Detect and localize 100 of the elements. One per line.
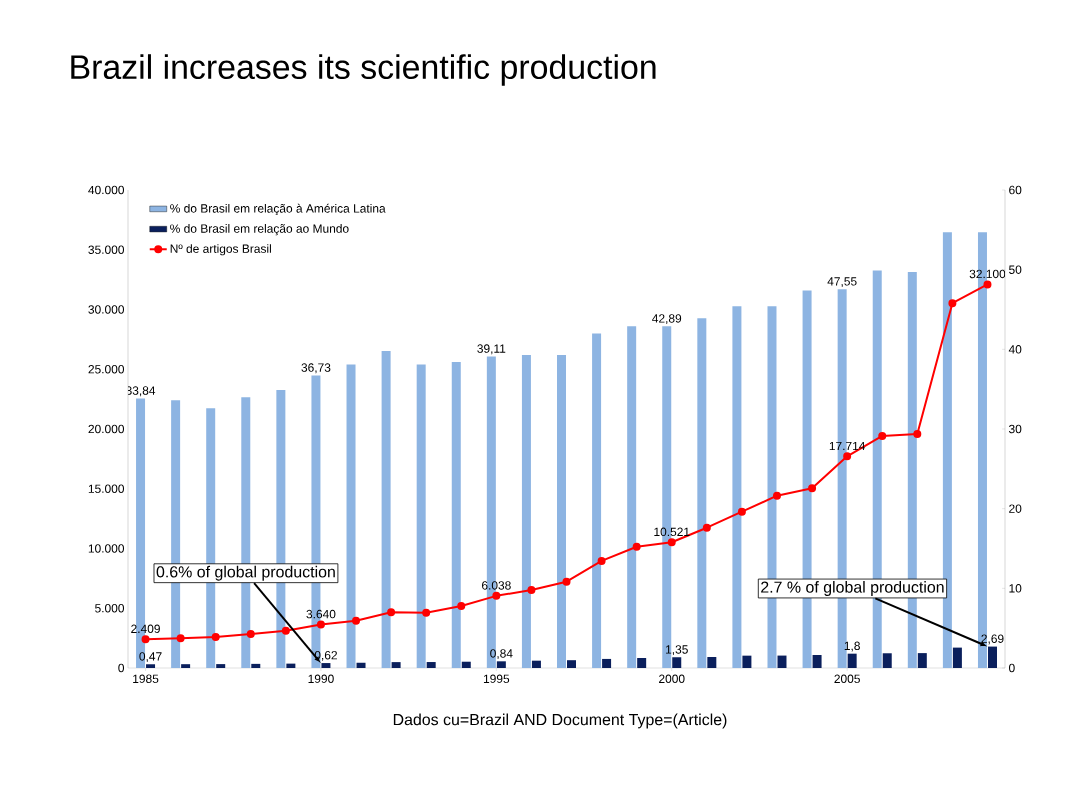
legend-label: % do Brasil em relação ao Mundo <box>170 224 349 236</box>
x-tick-label: 1990 <box>308 674 334 683</box>
legend-label: Nº de artigos Brasil <box>170 244 271 256</box>
y2-tick-label: 30 <box>1008 424 1022 434</box>
point <box>492 591 501 600</box>
point <box>597 556 606 565</box>
bar <box>567 660 577 669</box>
bar <box>521 354 531 669</box>
point <box>352 616 361 625</box>
bar <box>381 350 391 669</box>
bar <box>672 657 682 669</box>
data-label: 10.521 <box>654 527 690 537</box>
bar <box>637 657 647 669</box>
bar <box>732 306 742 669</box>
y2-tick-label: 20 <box>1009 504 1022 513</box>
annotation: 2.7 % of global production <box>761 581 944 596</box>
y-tick-label: 40.000 <box>88 185 125 195</box>
data-label: 2,69 <box>981 634 1004 645</box>
bar <box>707 657 717 669</box>
annotation: 0.6% of global production <box>156 565 335 581</box>
point <box>457 601 466 610</box>
y2-tick-label: 60 <box>1009 185 1022 195</box>
y-tick-label: 5.000 <box>95 604 125 613</box>
bar <box>461 661 471 669</box>
y-tick-label: 30.000 <box>88 305 125 314</box>
data-label: 32.100 <box>969 269 1006 279</box>
point <box>737 507 746 516</box>
point <box>948 299 957 308</box>
bar <box>356 662 366 669</box>
bar <box>286 663 296 669</box>
bar <box>426 662 436 669</box>
point <box>211 632 220 641</box>
y-tick-label: 35.000 <box>88 245 125 254</box>
bar <box>146 664 156 669</box>
point <box>843 452 852 461</box>
data-label: 1,35 <box>666 645 688 656</box>
bar <box>531 660 541 669</box>
y-tick-label: 10.000 <box>88 544 125 553</box>
data-label: 36,73 <box>301 363 331 374</box>
bar <box>557 354 567 669</box>
point <box>702 523 711 532</box>
chart-title: Brazil increases its scientific production <box>71 54 656 86</box>
bar <box>742 655 752 669</box>
x-tick-label: 1995 <box>483 674 510 683</box>
y2-tick-label: 0 <box>1009 663 1015 673</box>
x-tick-label: 2005 <box>834 674 860 683</box>
y-tick-label: 15.000 <box>88 484 125 493</box>
bar <box>942 232 952 669</box>
point <box>878 431 887 440</box>
bar <box>917 653 927 669</box>
bar <box>416 364 426 669</box>
bar <box>251 663 261 669</box>
bar <box>391 662 401 669</box>
point <box>422 608 431 617</box>
bar <box>952 647 962 669</box>
x-tick-label: 2000 <box>659 674 685 683</box>
bar <box>812 655 822 669</box>
bar <box>321 663 331 669</box>
point <box>808 484 817 493</box>
point <box>387 608 396 617</box>
point <box>562 577 571 586</box>
data-label: 3.640 <box>306 609 336 619</box>
x-tick-label: 1985 <box>133 674 159 683</box>
bar <box>181 664 191 669</box>
bar <box>346 364 356 669</box>
bar <box>602 658 612 669</box>
bar <box>882 653 892 669</box>
bar <box>496 661 506 669</box>
data-label: 39,11 <box>477 344 506 355</box>
point <box>246 629 255 638</box>
bar <box>451 362 461 669</box>
point <box>141 635 150 644</box>
point <box>667 538 676 547</box>
y-tick-label: 20.000 <box>88 424 125 434</box>
point <box>316 620 325 629</box>
point <box>983 280 992 289</box>
point <box>281 626 290 635</box>
y2-tick-label: 40 <box>1008 345 1022 354</box>
data-label: 0,47 <box>139 652 162 663</box>
data-label: 2.409 <box>131 624 160 634</box>
point <box>527 585 536 594</box>
y2-tick-label: 50 <box>1009 265 1022 274</box>
point <box>772 491 781 500</box>
bar <box>627 326 637 669</box>
bar <box>216 664 226 669</box>
point <box>632 542 641 551</box>
data-label: 0,84 <box>490 649 513 660</box>
data-label: 42,89 <box>652 314 682 325</box>
y-tick-label: 0 <box>118 663 125 673</box>
point <box>176 634 185 643</box>
y-tick-label: 25.000 <box>88 365 125 374</box>
bar <box>592 333 602 669</box>
data-label: 47,55 <box>827 277 857 287</box>
point <box>913 429 922 438</box>
y2-tick-label: 10 <box>1009 584 1022 593</box>
bar <box>777 655 787 669</box>
data-label: 6.038 <box>482 581 511 590</box>
data-label: 1,8 <box>844 641 860 652</box>
text: Dados cu=Brazil AND Document Type=(Article) <box>393 713 727 729</box>
bar <box>697 318 707 669</box>
